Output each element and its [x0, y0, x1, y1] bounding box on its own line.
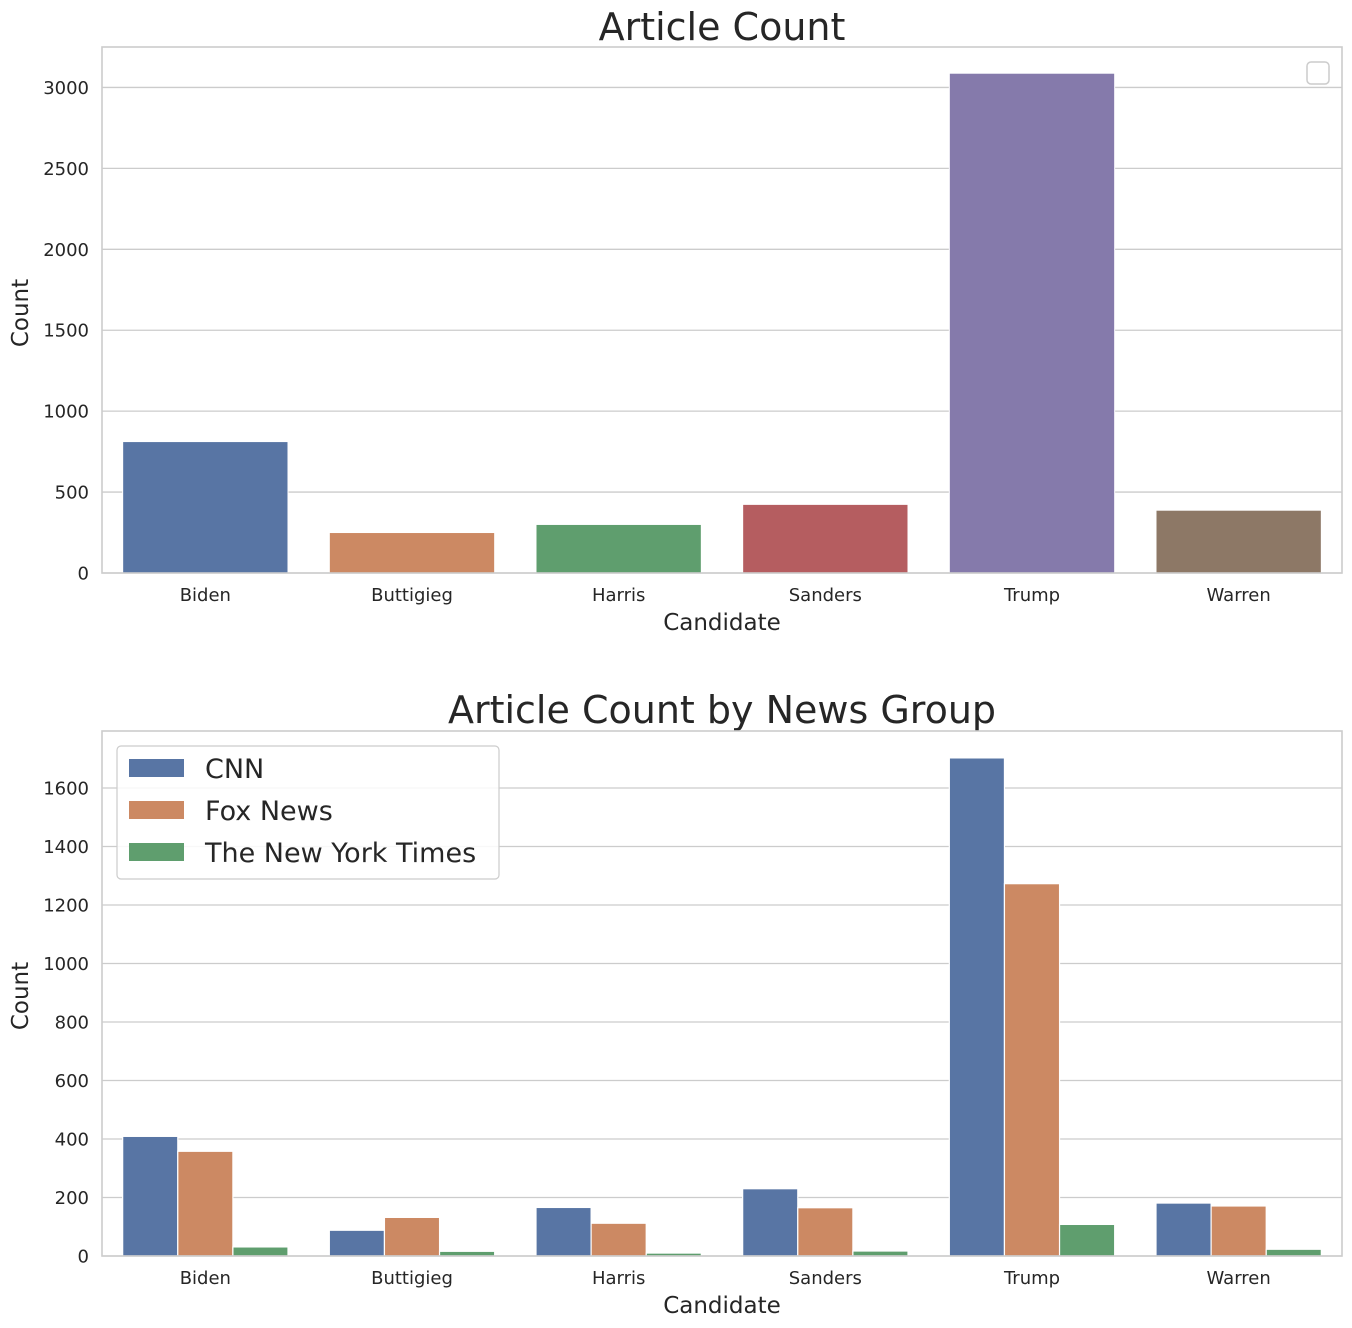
bar-warren-cnn: [1155, 1202, 1212, 1257]
y-tick-label: 800: [55, 1013, 89, 1034]
y-tick-label: 3000: [43, 78, 89, 99]
y-tick-labels: 0 500 1000 1500 2000 2500 3000: [43, 78, 89, 585]
x-tick-label: Biden: [180, 1268, 231, 1289]
legend: CNN Fox News The New York Times: [116, 745, 500, 880]
bar-biden: [122, 441, 289, 574]
bar-trump-the-new-york-times: [1058, 1223, 1116, 1257]
x-tick-labels: Biden Buttigieg Harris Sanders Trump Warren: [180, 1268, 1271, 1289]
y-tick-label: 2500: [43, 159, 89, 180]
legend-swatch: [129, 759, 184, 777]
x-tick-labels: Biden Buttigieg Harris Sanders Trump Warren: [180, 585, 1271, 606]
empty-legend-box: [1306, 61, 1330, 85]
y-axis-label: Count: [8, 962, 34, 1030]
legend-label: The New York Times: [204, 838, 476, 869]
bar-trump-cnn: [948, 757, 1006, 1257]
article-count-chart: Article Count 0 500 1000 1500 2000 2500 3000 B…: [8, 5, 1343, 636]
bar-warren-the-new-york-times: [1265, 1248, 1322, 1257]
y-tick-label: 0: [78, 1247, 89, 1268]
bar-biden-the-new-york-times: [232, 1246, 289, 1257]
bar-warren: [1155, 509, 1322, 574]
bar-warren-fox-news: [1210, 1205, 1267, 1257]
bar-trump: [948, 72, 1116, 574]
y-axis-label: Count: [8, 279, 34, 347]
bar-sanders-cnn: [742, 1188, 799, 1257]
y-tick-label: 1400: [43, 837, 89, 858]
bar-buttigieg-fox-news: [383, 1216, 441, 1257]
legend-label: Fox News: [205, 796, 333, 827]
x-tick-label: Buttigieg: [371, 585, 453, 606]
bar-harris: [535, 523, 702, 574]
y-gridlines: [102, 86, 1342, 574]
y-tick-label: 1600: [43, 779, 89, 800]
chart-title: Article Count: [599, 5, 846, 49]
bar-sanders-fox-news: [797, 1207, 854, 1257]
x-tick-label: Buttigieg: [371, 1268, 453, 1289]
legend-swatch: [129, 843, 184, 861]
y-tick-label: 0: [78, 564, 89, 585]
bar-harris-fox-news: [590, 1222, 647, 1257]
y-tick-label: 500: [55, 483, 89, 504]
article-count-by-news-group-chart: Article Count by News Group 0 200 400 600 80…: [8, 688, 1343, 1319]
x-tick-label: Trump: [1003, 585, 1060, 606]
x-axis-label: Candidate: [663, 1293, 781, 1319]
y-tick-label: 1000: [43, 402, 89, 423]
bar-trump-fox-news: [1003, 883, 1061, 1257]
y-tick-label: 1200: [43, 896, 89, 917]
chart-title: Article Count by News Group: [448, 688, 996, 732]
y-tick-label: 2000: [43, 240, 89, 261]
plot-frame: [101, 730, 1343, 1257]
x-tick-label: Sanders: [789, 1268, 862, 1289]
plot-frame: [101, 46, 1343, 574]
x-axis-label: Candidate: [663, 610, 781, 636]
y-tick-label: 600: [55, 1071, 89, 1092]
y-tick-label: 1000: [43, 954, 89, 975]
y-tick-labels: 0 200 400 600 800 1000 1200 1400 1600: [43, 779, 89, 1268]
bar-biden-cnn: [122, 1135, 179, 1257]
legend-frame: [116, 745, 500, 880]
x-tick-label: Warren: [1207, 1268, 1271, 1289]
y-tick-label: 1500: [43, 321, 89, 342]
y-tick-label: 400: [55, 1130, 89, 1151]
y-tick-label: 200: [55, 1188, 89, 1209]
x-tick-label: Harris: [592, 585, 645, 606]
bar-biden-fox-news: [177, 1150, 234, 1257]
bar-buttigieg-cnn: [328, 1229, 386, 1257]
legend-label: CNN: [205, 754, 264, 785]
legend-swatch: [129, 801, 184, 819]
x-tick-label: Harris: [592, 1268, 645, 1289]
bar-harris-cnn: [535, 1206, 592, 1257]
x-tick-label: Biden: [180, 585, 231, 606]
x-tick-label: Sanders: [789, 585, 862, 606]
bars: [122, 72, 1322, 574]
bar-sanders: [742, 503, 909, 574]
x-tick-label: Warren: [1207, 585, 1271, 606]
bar-buttigieg: [328, 532, 496, 574]
x-tick-label: Trump: [1003, 1268, 1060, 1289]
